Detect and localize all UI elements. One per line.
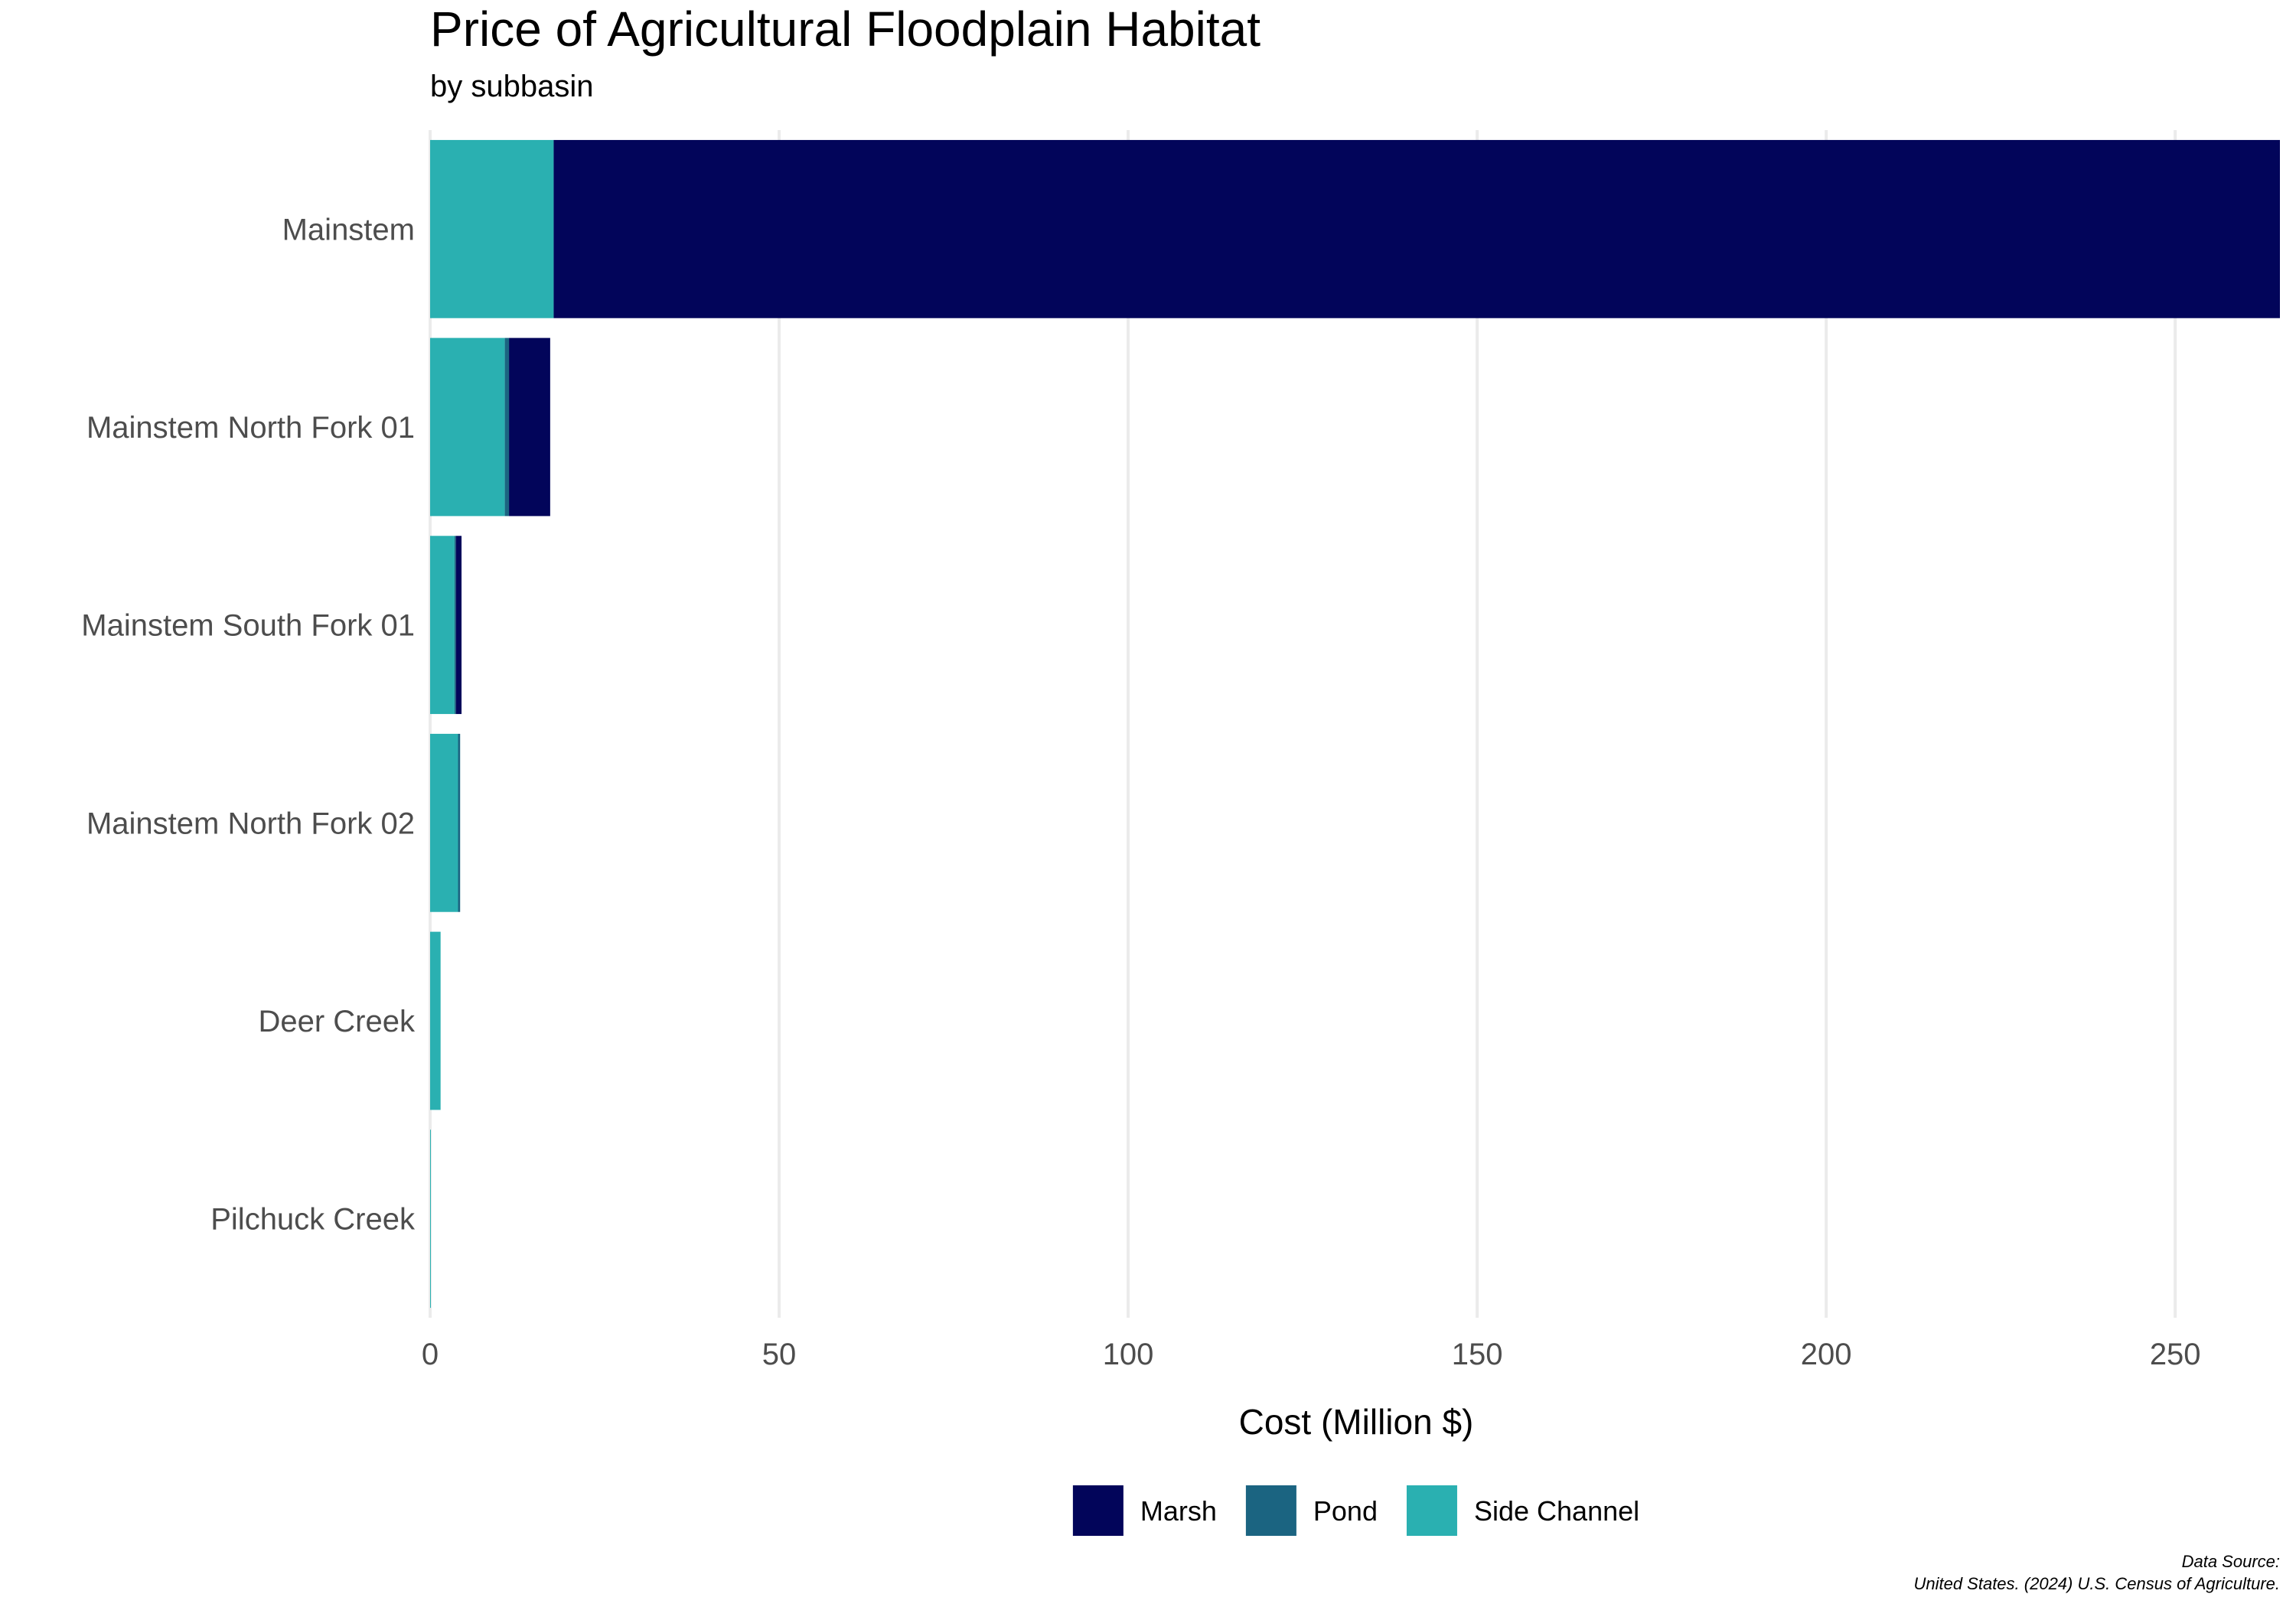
legend-label-side-channel: Side Channel: [1474, 1495, 1639, 1527]
category-label: Mainstem: [282, 213, 415, 246]
category-label: Pilchuck Creek: [210, 1203, 416, 1237]
legend-key-marsh: [1072, 1485, 1124, 1536]
bar-side-channel-0: [430, 139, 554, 318]
bar-pond-1: [504, 337, 510, 517]
bar-side-channel-2: [430, 536, 455, 715]
category-labels: Mainstem Mainstem North Fork 01 Mainstem S…: [81, 213, 416, 1236]
chart-subtitle: by subbasin: [430, 70, 593, 103]
bar-marsh-1: [509, 337, 550, 517]
bar-side-channel-5: [430, 1129, 431, 1309]
x-tick-label: 200: [1801, 1338, 1852, 1371]
x-tick-label: 100: [1103, 1338, 1154, 1371]
x-tick-label: 250: [2150, 1338, 2201, 1371]
x-tick-labels: 0 50 100 150 200 250: [422, 1338, 2201, 1371]
bar-pond-2: [454, 536, 456, 715]
legend-label-marsh: Marsh: [1140, 1495, 1217, 1527]
x-axis-title: Cost (Million $): [1239, 1402, 1474, 1442]
bar-pond-3: [458, 733, 461, 912]
category-label: Deer Creek: [258, 1005, 416, 1038]
legend-key-pond: [1245, 1485, 1296, 1536]
x-tick-label: 50: [762, 1338, 797, 1371]
bar-side-channel-4: [430, 931, 441, 1110]
bar-side-channel-1: [430, 337, 505, 517]
legend-key-side-channel: [1406, 1485, 1457, 1536]
bars: [430, 139, 2280, 1309]
chart-title: Price of Agricultural Floodplain Habitat: [430, 2, 1261, 57]
x-tick-label: 150: [1452, 1338, 1503, 1371]
category-label: Mainstem North Fork 01: [86, 411, 415, 445]
x-tick-label: 0: [422, 1338, 439, 1371]
bar-marsh-0: [553, 139, 2280, 318]
caption-source-citation: United States. (2024) U.S. Census of Agr…: [1913, 1574, 2280, 1593]
bar-marsh-2: [455, 536, 462, 715]
legend-label-pond: Pond: [1313, 1495, 1378, 1527]
bar-side-channel-3: [430, 733, 458, 912]
caption-source-label: Data Source:: [2182, 1552, 2280, 1571]
legend: Marsh Pond Side Channel: [1072, 1485, 1639, 1536]
category-label: Mainstem North Fork 02: [86, 807, 415, 840]
category-label: Mainstem South Fork 01: [81, 609, 415, 643]
gridlines: [429, 130, 2177, 1318]
